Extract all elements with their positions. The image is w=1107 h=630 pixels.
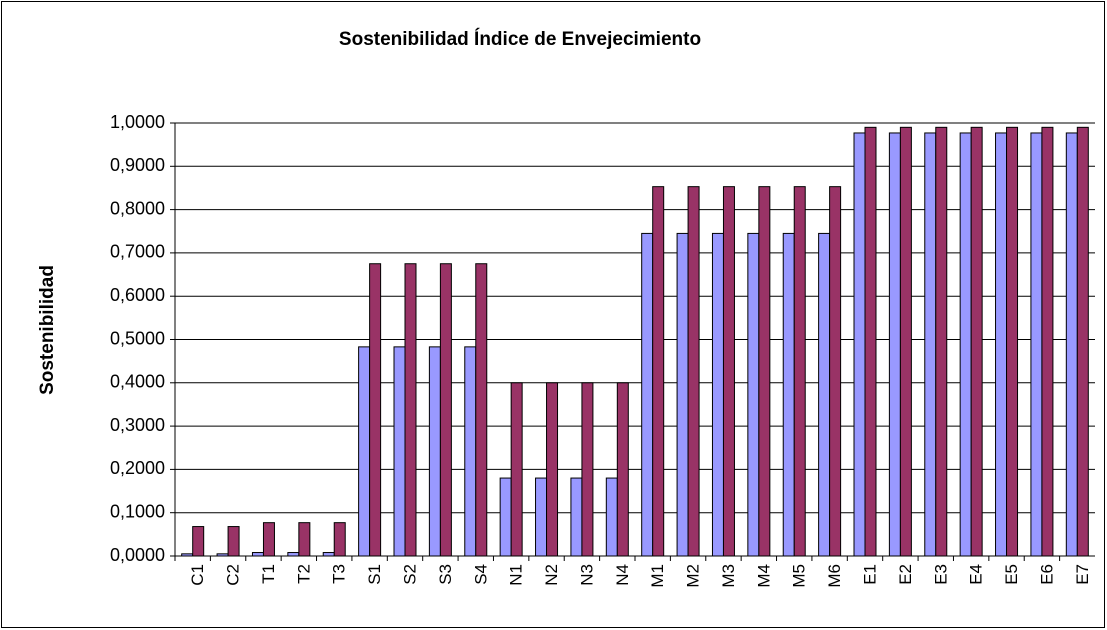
bar [995,132,1008,557]
x-tick-label: M6 [825,564,844,588]
x-tick-label: E6 [1037,564,1056,585]
y-tick-label: 0,1000 [110,501,165,521]
bar [782,232,795,557]
bar [262,522,275,557]
y-tick-label: 0,3000 [110,415,165,435]
x-tick-label: N1 [507,564,526,586]
x-tick-label: M4 [754,564,773,588]
bar [888,132,901,557]
x-tick-label: N4 [613,564,632,586]
bar [393,346,406,557]
bar [369,263,382,557]
bar [287,552,300,557]
x-tick-label: T1 [259,564,278,584]
bar [546,382,559,557]
chart-title: Sostenibilidad Índice de Envejecimiento [339,28,701,50]
bar [499,477,512,557]
bar [358,346,371,557]
x-tick-label: S4 [471,564,490,585]
x-tick-label: M3 [719,564,738,588]
x-tick-label: N2 [542,564,561,586]
y-tick-label: 0,4000 [110,372,165,392]
bar [1006,126,1019,557]
x-tick-label: T2 [294,564,313,584]
x-tick-label: S1 [365,564,384,585]
bar [616,382,629,557]
x-tick-label: C2 [224,564,243,586]
bar [864,126,877,557]
x-tick-label: C1 [188,564,207,586]
y-axis-label: Sostenibilidad [37,265,58,395]
bar [652,186,665,557]
bar [687,186,700,557]
bar [1030,132,1043,557]
x-tick-label: E3 [931,564,950,585]
bar [1076,126,1089,557]
x-tick-label: E4 [967,564,986,585]
bar [1041,126,1054,557]
bar [570,477,583,557]
bar [298,522,311,557]
bar [581,382,594,557]
y-tick-label: 1,0000 [110,112,165,132]
bar [711,232,724,557]
x-tick-label: E1 [860,564,879,585]
bar [251,552,264,557]
x-tick-label: T3 [330,564,349,584]
x-tick-label: M1 [648,564,667,588]
y-tick-label: 0,8000 [110,198,165,218]
bar [959,132,972,557]
bar [439,263,452,557]
bar [428,346,441,557]
bar [535,477,548,557]
x-tick-label: S3 [436,564,455,585]
bar [722,186,735,557]
bar [510,382,523,557]
bar [818,232,831,557]
y-tick-label: 0,7000 [110,242,165,262]
y-tick-label: 0,6000 [110,285,165,305]
y-tick-label: 0,2000 [110,458,165,478]
bar [227,526,240,557]
bar [333,522,346,557]
bar [464,346,477,557]
bar [676,232,689,557]
bar [322,552,335,557]
bar [1065,132,1078,557]
x-tick-label: E5 [1002,564,1021,585]
bar [899,126,912,557]
x-tick-label: E2 [896,564,915,585]
x-tick-label: S2 [400,564,419,585]
x-tick-label: M5 [790,564,809,588]
x-tick-label: M2 [684,564,703,588]
x-tick-label: N3 [577,564,596,586]
bar [924,132,937,557]
y-tick-label: 0,9000 [110,155,165,175]
bar [404,263,417,557]
bar [747,232,760,557]
bar [192,526,205,557]
bar [970,126,983,557]
bar [641,232,654,557]
bar [758,186,771,557]
bar [605,477,618,557]
y-tick-label: 0,0000 [110,545,165,565]
y-tick-label: 0,5000 [110,328,165,348]
bar [475,263,488,557]
bar [829,186,842,557]
bar [853,132,866,557]
bar [793,186,806,557]
x-tick-label: E7 [1073,564,1092,585]
bar [935,126,948,557]
